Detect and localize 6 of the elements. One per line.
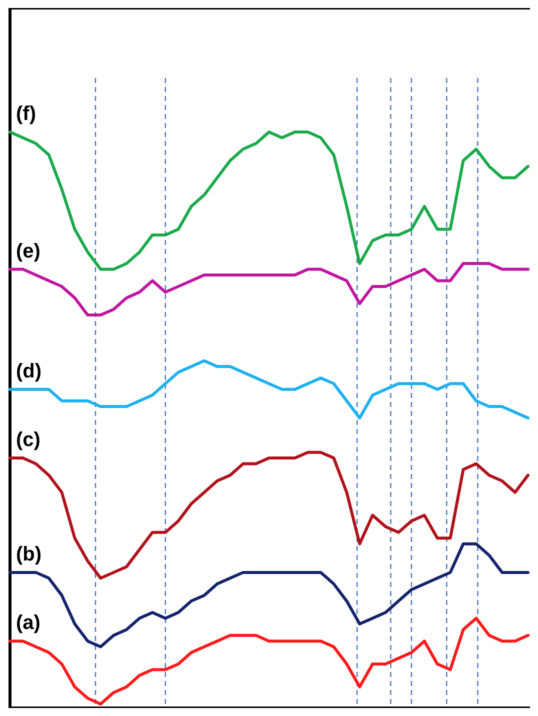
series-label: (f) xyxy=(16,103,36,125)
series-label: (e) xyxy=(16,240,40,262)
series-label: (a) xyxy=(16,612,40,634)
series-label: (c) xyxy=(16,429,40,452)
series-label: (d) xyxy=(16,360,42,382)
series-label: (b) xyxy=(16,543,42,566)
